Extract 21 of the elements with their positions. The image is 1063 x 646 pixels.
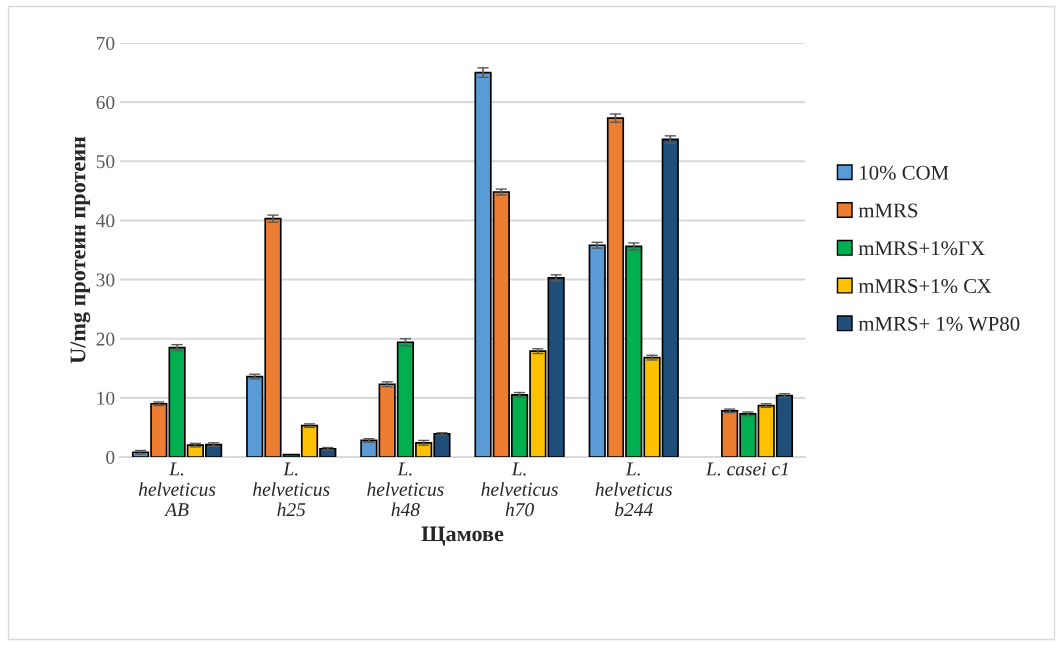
y-tick-label: 0 bbox=[106, 450, 115, 464]
x-tick-label: L. casei c1 bbox=[705, 462, 788, 476]
x-tick-label: L. helveticus AB bbox=[138, 462, 216, 517]
legend-label: mMRS bbox=[858, 203, 918, 218]
y-tick-label: 20 bbox=[96, 332, 115, 346]
x-tick-label: L. helveticus h48 bbox=[367, 462, 444, 517]
y-tick-label: 70 bbox=[96, 36, 115, 50]
legend-label: mMRS+1%ГХ bbox=[858, 241, 985, 256]
y-tick-label: 30 bbox=[96, 273, 115, 287]
y-tick-label: 10 bbox=[97, 391, 115, 405]
y-tick-label: 50 bbox=[96, 155, 115, 169]
x-tick-label: L. helveticus h25 bbox=[253, 462, 330, 517]
legend-label: mMRS+1% СХ bbox=[858, 278, 992, 294]
y-tick-label: 60 bbox=[96, 95, 115, 110]
legend-label: 10% СОМ bbox=[860, 165, 949, 180]
x-tick-label: L. helveticus h70 bbox=[481, 462, 558, 517]
x-tick-label: L. helveticus b244 bbox=[595, 462, 673, 517]
y-tick-label: 40 bbox=[96, 214, 115, 228]
y-axis-title: U/mg протеин протеин bbox=[70, 136, 91, 364]
x-axis-title: Щамове bbox=[421, 526, 504, 546]
legend-label: mMRS+ 1% WP80 bbox=[858, 316, 1020, 331]
